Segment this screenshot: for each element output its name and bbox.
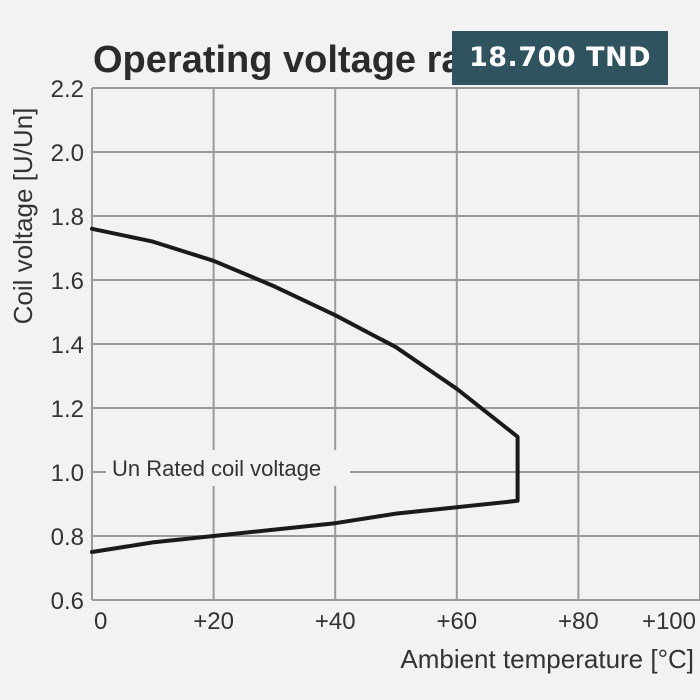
- x-axis-ticks: 0 +20 +40 +60 +80 +100: [94, 608, 696, 635]
- x-tick-label: +20: [193, 608, 234, 635]
- chart-title: Operating voltage ran: [93, 39, 486, 81]
- x-tick-label: +100: [642, 608, 696, 635]
- y-tick-label: 1.0: [51, 460, 84, 487]
- x-tick-label: +40: [315, 608, 356, 635]
- x-tick-label: 0: [94, 608, 107, 635]
- y-tick-label: 1.4: [51, 332, 84, 359]
- y-tick-label: 0.8: [51, 524, 84, 551]
- y-tick-label: 1.6: [51, 268, 84, 295]
- x-tick-label: +80: [558, 608, 599, 635]
- y-tick-label: 0.6: [51, 588, 84, 615]
- x-tick-label: +60: [436, 608, 477, 635]
- y-axis-ticks: 0.6 0.8 1.0 1.2 1.4 1.6 1.8 2.0 2.2: [51, 76, 84, 615]
- price-badge: 18.700 TND: [452, 31, 668, 85]
- series-layer: [90, 226, 520, 554]
- series-line: [90, 226, 520, 554]
- grid: [91, 87, 700, 601]
- y-tick-label: 2.0: [51, 140, 84, 167]
- y-tick-label: 2.2: [51, 76, 84, 103]
- y-tick-label: 1.2: [51, 396, 84, 423]
- y-tick-label: 1.8: [51, 204, 84, 231]
- y-axis-label: Coil voltage [U/Un]: [8, 108, 38, 325]
- annotation-background: [106, 450, 350, 486]
- annotation-label: Un Rated coil voltage: [112, 456, 321, 481]
- x-axis-label: Ambient temperature [°C]: [400, 644, 694, 674]
